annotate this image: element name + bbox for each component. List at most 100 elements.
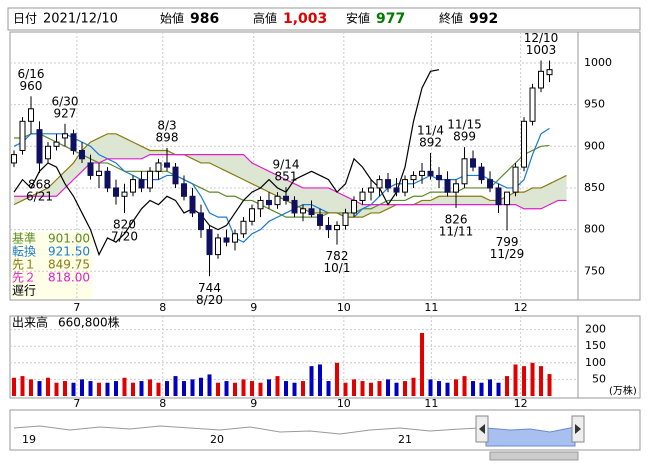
candle-body [27,108,34,122]
header-value: 992 [469,11,498,27]
x-tick-label: 9 [250,301,257,314]
volume-bar [309,366,314,396]
candle-body [36,129,43,164]
candle-body [164,162,171,168]
legend-name: 基準 [12,231,36,246]
header-label: 日付 [13,12,37,26]
candle-body [478,166,485,181]
legend-value: 901.00 [48,232,90,246]
candle-body [402,179,409,193]
volume-bar [71,382,76,396]
volume-bar [428,379,433,396]
legend-name: 遅行 [12,284,36,298]
volume-bar [241,379,246,396]
legend-name: 先２ [12,271,36,285]
volume-bar [224,381,229,396]
volume-bar [131,382,136,396]
volume-bar [301,381,306,396]
candle-body [393,187,400,193]
candle-body [504,191,511,206]
volume-axis-box [577,315,641,399]
volume-bar [258,382,263,396]
candle-body [19,120,26,151]
x-tick-label: 10 [337,301,351,314]
annotation-value: 960 [20,79,43,93]
volume-bar [62,381,67,396]
volume-bar [505,376,510,396]
annotation-date: 11/11 [439,224,474,238]
volume-bar [54,382,59,396]
volume-title: 出来高 [12,315,48,330]
scrollbar[interactable] [489,451,579,461]
candle-body [266,199,273,206]
volume-bar [207,374,212,396]
candle-body [351,199,358,214]
candle-body [342,212,349,226]
candle-body [436,174,443,181]
volume-bar [326,381,331,396]
candle-body [138,179,145,189]
volume-bar [335,362,340,396]
y-tick-label: 1000 [584,56,612,69]
candle-body [529,87,536,122]
y-tick-label: 950 [584,98,605,111]
navigator-range[interactable] [485,426,576,447]
ichimoku-line [13,154,567,210]
price-axis-box [577,31,641,301]
header-label: 高値 [253,11,277,26]
x-tick-label: 12 [514,397,528,410]
volume-bar [182,381,187,396]
y-tick-label: 200 [585,323,606,336]
volume-bar [267,379,272,396]
candle-body [181,183,188,197]
candle-body [223,237,230,243]
x-tick-label: 10 [337,397,351,410]
volume-bar [522,366,527,396]
volume-last: 660,800株 [58,315,120,330]
candle-body [453,183,460,193]
volume-bar [216,382,221,396]
volume-bar [454,379,459,396]
candle-body [147,170,154,189]
annotation-date: 11/15 [447,118,482,132]
annotation-date: 8/20 [196,293,223,307]
candle-body [385,179,392,189]
volume-bar [165,381,170,396]
volume-bar [479,382,484,396]
candle-body [444,179,451,193]
volume-bar [148,379,153,396]
candle-body [172,166,179,185]
volume-bar [530,362,535,396]
navigator-label: 21 [398,433,412,446]
header-date: 2021/12/10 [43,12,118,27]
legend-value: 921.50 [48,245,90,259]
candle-body [61,133,68,139]
y-tick-label: 100 [585,356,606,369]
arrow-icon [479,424,485,434]
candle-body [300,208,307,214]
annotation-value: 899 [453,130,476,144]
candle-body [368,187,375,193]
volume-bar [369,382,374,396]
annotation-date: 7/20 [111,229,138,243]
annotation-value: 820 [113,217,136,231]
legend-value: 849.75 [48,258,90,272]
legend-name: 先１ [12,258,36,272]
candle-body [44,145,51,160]
volume-bar [343,382,348,396]
legend-box [12,232,92,299]
candle-body [257,199,264,210]
candle-body [495,187,502,206]
candle-body [419,170,426,176]
volume-bar [284,381,289,396]
candle-body [512,166,519,193]
x-tick-label: 11 [424,301,438,314]
volume-bar [352,379,357,396]
volume-bar [488,379,493,396]
navigator-label: 20 [210,433,224,446]
volume-bar [28,379,33,396]
x-tick-label: 9 [250,397,257,410]
candle-body [376,179,383,189]
candle-body [538,70,545,89]
